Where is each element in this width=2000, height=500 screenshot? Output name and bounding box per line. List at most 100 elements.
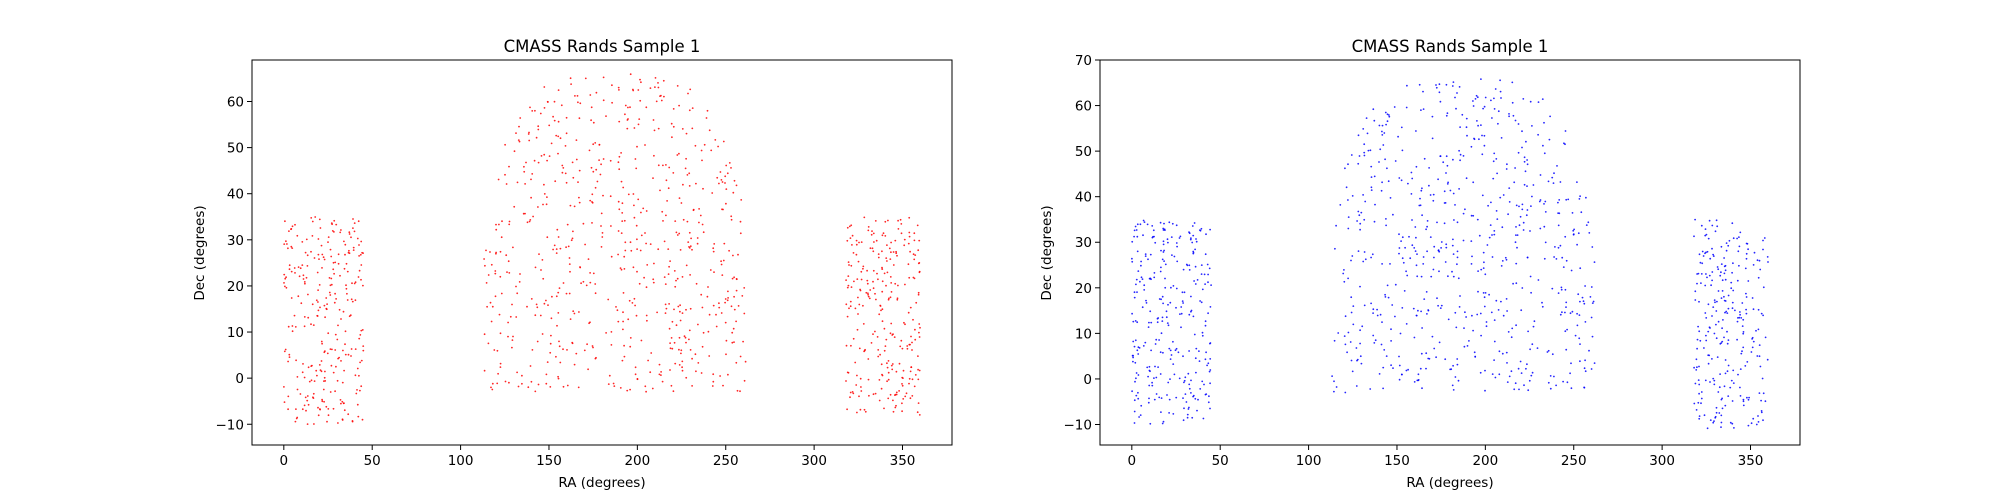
- scatter-point: [898, 362, 901, 365]
- scatter-point: [735, 361, 738, 364]
- scatter-point: [1590, 316, 1593, 319]
- scatter-point: [1709, 257, 1712, 260]
- scatter-point: [1704, 228, 1707, 231]
- scatter-point: [712, 380, 715, 383]
- scatter-point: [892, 410, 895, 413]
- scatter-point: [1752, 308, 1755, 311]
- scatter-point: [1694, 299, 1697, 301]
- scatter-point: [1383, 132, 1386, 134]
- scatter-point: [534, 390, 537, 393]
- scatter-point: [1711, 315, 1713, 317]
- scatter-point: [553, 244, 556, 247]
- scatter-point: [1190, 310, 1192, 313]
- scatter-point: [675, 231, 678, 234]
- scatter-point: [1134, 361, 1137, 364]
- scatter-point: [1694, 382, 1697, 385]
- scatter-point: [555, 134, 558, 137]
- scatter-point: [336, 338, 339, 341]
- y-tick-label: 40: [227, 187, 244, 203]
- scatter-point: [1745, 296, 1748, 298]
- scatter-point: [735, 278, 738, 281]
- scatter-point: [1706, 250, 1709, 253]
- scatter-point: [1478, 138, 1480, 141]
- scatter-point: [895, 370, 898, 373]
- scatter-point: [1456, 363, 1459, 366]
- scatter-point: [1576, 181, 1578, 184]
- scatter-point: [1451, 85, 1454, 87]
- scatter-point: [883, 272, 886, 275]
- scatter-point: [1490, 201, 1492, 204]
- scatter-point: [1401, 236, 1404, 239]
- scatter-point: [1493, 359, 1495, 361]
- x-tick-label: 0: [280, 453, 289, 469]
- scatter-point: [306, 265, 309, 267]
- scatter-point: [630, 249, 633, 252]
- scatter-point: [1384, 158, 1386, 161]
- scatter-point: [1177, 351, 1180, 354]
- scatter-point: [619, 387, 622, 389]
- scatter-point: [1347, 331, 1350, 334]
- scatter-point: [1547, 180, 1550, 183]
- scatter-point: [915, 301, 918, 304]
- scatter-point: [1470, 240, 1473, 243]
- scatter-point: [350, 348, 353, 350]
- scatter-point: [1579, 360, 1581, 363]
- axes-frame: [251, 59, 953, 446]
- scatter-point: [1454, 96, 1456, 99]
- scatter-point: [636, 248, 638, 251]
- scatter-point: [1136, 250, 1139, 253]
- scatter-point: [1742, 332, 1745, 335]
- scatter-point: [1577, 293, 1580, 296]
- y-tick-label: 30: [1075, 235, 1092, 251]
- scatter-point: [895, 404, 897, 407]
- scatter-point: [1584, 321, 1587, 323]
- scatter-point: [1705, 273, 1707, 275]
- scatter-point: [322, 256, 325, 259]
- scatter-point: [523, 165, 525, 168]
- scatter-point: [607, 383, 610, 385]
- scatter-point: [1548, 138, 1551, 141]
- scatter-point: [1739, 313, 1741, 316]
- scatter-point: [636, 270, 638, 273]
- scatter-point: [1168, 347, 1171, 350]
- scatter-point: [575, 352, 578, 355]
- scatter-point: [665, 214, 667, 217]
- scatter-point: [1331, 375, 1333, 377]
- scatter-point: [491, 305, 494, 308]
- scatter-point: [1350, 311, 1353, 314]
- scatter-point: [1351, 255, 1354, 257]
- scatter-point: [1138, 347, 1141, 349]
- scatter-point: [1175, 347, 1178, 350]
- scatter-point: [1376, 314, 1379, 317]
- scatter-point: [1140, 264, 1142, 267]
- scatter-point: [1360, 211, 1363, 214]
- scatter-point: [621, 220, 624, 223]
- scatter-point: [1552, 182, 1555, 185]
- scatter-point: [291, 330, 294, 333]
- scatter-point: [1182, 268, 1185, 271]
- scatter-point: [849, 391, 852, 394]
- scatter-point: [621, 212, 624, 214]
- scatter-point: [1510, 370, 1513, 373]
- scatter-point: [557, 120, 560, 123]
- scatter-point: [332, 261, 335, 264]
- scatter-point: [1359, 329, 1361, 332]
- scatter-point: [1700, 224, 1703, 227]
- scatter-point: [1521, 146, 1523, 149]
- scatter-point: [645, 242, 647, 245]
- scatter-point: [511, 339, 514, 341]
- scatter-point: [1715, 411, 1718, 414]
- scatter-point: [1342, 272, 1345, 275]
- scatter-point: [881, 250, 883, 253]
- scatter-point: [1693, 366, 1695, 369]
- scatter-point: [551, 295, 553, 298]
- scatter-point: [1723, 385, 1726, 388]
- scatter-point: [739, 220, 742, 223]
- scatter-point: [1565, 306, 1567, 308]
- scatter-point: [1358, 155, 1361, 157]
- scatter-point: [901, 383, 903, 385]
- scatter-point: [1490, 99, 1492, 102]
- scatter-point: [1437, 249, 1440, 252]
- scatter-point: [1431, 115, 1434, 118]
- scatter-point: [1401, 149, 1404, 152]
